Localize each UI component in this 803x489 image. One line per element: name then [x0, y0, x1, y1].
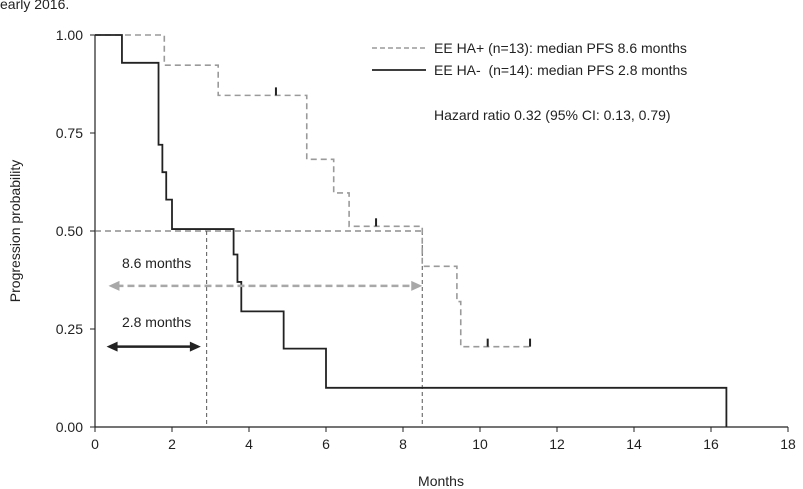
x-axis-title: Months	[418, 473, 464, 489]
median-reference-lines	[95, 230, 423, 427]
arrow-2-8-head-left	[106, 341, 118, 352]
plot-area: 0 2 4 6 8 10 12 14 16 18 0.00 0.25 0.50 0.75 1.00	[56, 27, 796, 452]
legend-label-ha-minus: EE HA- (n=14): median PFS 2.8 months	[434, 62, 687, 78]
x-tick-label: 14	[626, 436, 642, 452]
series-layer	[95, 34, 728, 427]
legend-label-ha-plus: EE HA+ (n=13): median PFS 8.6 months	[434, 40, 687, 56]
y-tick-label: 1.00	[56, 27, 83, 43]
y-tick-label: 0.50	[56, 223, 83, 239]
x-tick-label: 10	[472, 436, 488, 452]
x-tick-label: 0	[91, 436, 99, 452]
arrow-2-8-head-right	[189, 341, 201, 352]
y-tick-label: 0.25	[56, 321, 83, 337]
y-axis-title: Progression probability	[7, 160, 23, 302]
y-tick-label: 0.00	[56, 419, 83, 435]
top-caption-fragment: early 2016.	[0, 0, 69, 12]
x-tick-label: 8	[399, 436, 407, 452]
x-tick-label: 18	[780, 436, 796, 452]
series-line-ha-minus	[95, 34, 728, 427]
x-tick-label: 16	[703, 436, 719, 452]
x-axis-ticks: 0 2 4 6 8 10 12 14 16 18	[91, 427, 796, 452]
x-tick-label: 4	[245, 436, 253, 452]
arrow-8-6-head-left	[108, 280, 120, 291]
y-axis-ticks: 0.00 0.25 0.50 0.75 1.00	[56, 27, 95, 435]
x-tick-label: 12	[549, 436, 565, 452]
arrow-label-2-8-months: 2.8 months	[122, 314, 191, 330]
x-tick-label: 2	[168, 436, 176, 452]
hazard-ratio-text: Hazard ratio 0.32 (95% CI: 0.13, 0.79)	[434, 107, 671, 123]
y-tick-label: 0.75	[56, 125, 83, 141]
median-arrows	[106, 280, 423, 352]
x-tick-label: 6	[322, 436, 330, 452]
series-line-ha-plus	[95, 34, 531, 348]
censor-marks	[274, 87, 532, 347]
arrow-8-6-head-right	[411, 280, 423, 291]
arrow-label-8-6-months: 8.6 months	[122, 255, 191, 271]
legend: EE HA+ (n=13): median PFS 8.6 months EE …	[372, 40, 687, 78]
